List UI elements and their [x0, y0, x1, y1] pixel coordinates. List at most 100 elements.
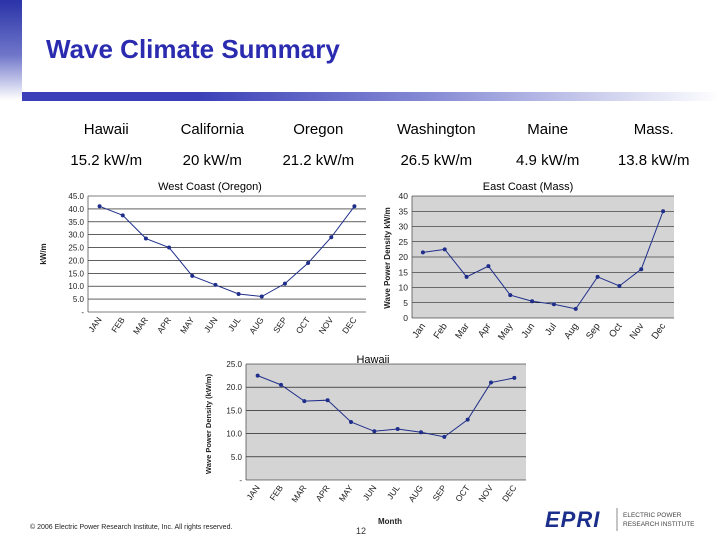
data-point — [120, 213, 125, 218]
value-cell: 20 kW/m — [182, 151, 242, 169]
data-point — [372, 429, 377, 434]
mass-chart: 0 5 10 15 20 25 30 35 40 Jan Feb Mar Apr May Jun Jul Aug… — [383, 181, 674, 342]
y-tick-label: 40 — [399, 191, 409, 201]
x-tick-label: SEP — [271, 315, 289, 335]
y-tick-label: 20.0 — [68, 256, 84, 265]
y-tick-label: 15 — [399, 267, 409, 277]
y-tick-label: 35.0 — [68, 218, 84, 227]
y-tick-label: 25.0 — [68, 244, 84, 253]
data-point — [617, 283, 622, 288]
x-tick-label: Oct — [607, 321, 625, 340]
x-tick-label: MAY — [178, 315, 197, 336]
y-tick-label: 15.0 — [226, 406, 242, 415]
x-tick-label: Jun — [519, 321, 537, 340]
x-tick-label: Sep — [584, 321, 603, 341]
data-point — [329, 235, 334, 240]
data-point — [419, 430, 423, 435]
x-tick-label: Dec — [650, 321, 669, 341]
data-point — [512, 375, 517, 380]
x-tick-label: Apr — [476, 321, 493, 339]
page-number: 12 — [356, 526, 367, 536]
x-tick-label: MAY — [337, 483, 356, 504]
data-point — [508, 293, 513, 298]
data-point — [349, 420, 353, 424]
data-point — [97, 204, 102, 209]
x-tick-label: NOV — [476, 483, 495, 504]
data-point — [167, 245, 172, 250]
y-tick-label: 5 — [403, 298, 408, 308]
x-tick-label: JAN — [244, 483, 261, 502]
data-point — [442, 434, 447, 439]
x-tick-label: MAR — [131, 315, 150, 336]
plot-area — [246, 364, 526, 480]
x-tick-label: OCT — [453, 483, 471, 503]
value-cell: 15.2 kW/m — [70, 151, 143, 169]
x-tick-label: Nov — [628, 321, 647, 341]
value-cell: 26.5 kW/m — [400, 151, 473, 169]
data-point — [661, 209, 666, 214]
header-cell: Washington — [396, 120, 476, 138]
header-cell: Oregon — [293, 120, 344, 138]
x-tick-label: APR — [155, 315, 173, 335]
summary-table: Hawaii California Oregon Washington Main… — [50, 112, 710, 174]
x-tick-label: OCT — [294, 315, 312, 335]
data-point — [595, 274, 600, 279]
x-tick-label: May — [496, 321, 515, 342]
epri-logo-line1: ELECTRIC POWER — [623, 512, 682, 519]
x-tick-label: Jul — [543, 321, 559, 337]
series-line — [422, 211, 664, 310]
x-tick-label: Jan — [410, 321, 428, 340]
x-tick-label: Aug — [562, 321, 581, 341]
y-tick-label: 35 — [399, 206, 409, 216]
header-cell: Mass. — [633, 120, 674, 138]
y-tick-label: 10.0 — [226, 430, 242, 439]
y-tick-label: 25 — [399, 237, 409, 247]
data-point — [190, 273, 195, 278]
series-line — [257, 375, 515, 438]
epri-logo-line2: RESEARCH INSTITUTE — [623, 521, 695, 528]
oregon-chart: - 5.0 10.0 15.0 20.0 25.0 30.0 35.0 40.0 45.0 JAN F… — [39, 181, 366, 336]
data-point — [213, 282, 218, 287]
x-tick-label: AUG — [247, 315, 266, 336]
hawaii-chart: - 5.0 10.0 15.0 20.0 25.0 JAN FEB MAR APR MAY JUN JU… — [204, 354, 526, 526]
x-tick-label: JUN — [361, 483, 379, 502]
y-tick-label: 25.0 — [226, 360, 242, 369]
data-point — [530, 299, 535, 304]
x-tick-label: MAR — [289, 483, 308, 504]
plot-area — [88, 196, 366, 312]
x-tick-label: SEP — [430, 483, 448, 503]
data-point — [259, 294, 264, 299]
header-cell: Hawaii — [83, 120, 129, 138]
data-point — [306, 261, 311, 266]
summary-header-row: Hawaii California Oregon Washington Main… — [50, 112, 710, 146]
header-cell: Maine — [527, 120, 569, 138]
x-tick-label: APR — [314, 483, 332, 503]
data-point — [489, 380, 493, 385]
chart-title: West Coast (Oregon) — [158, 181, 262, 193]
data-point — [551, 302, 556, 307]
x-tick-label: AUG — [406, 483, 425, 504]
data-point — [352, 204, 357, 209]
slide-title: Wave Climate Summary — [46, 34, 340, 64]
data-point — [325, 398, 330, 403]
x-tick-label: JUL — [385, 483, 402, 501]
data-point — [464, 274, 469, 279]
x-axis-label: Month — [378, 517, 402, 526]
y-tick-label: 10 — [399, 283, 409, 293]
x-tick-label: DEC — [500, 483, 518, 503]
y-tick-label: 10.0 — [68, 282, 84, 291]
y-tick-label: 30 — [399, 222, 409, 232]
x-tick-label: FEB — [267, 483, 285, 503]
y-tick-label: 20 — [399, 252, 409, 262]
y-tick-label: 0 — [403, 313, 408, 323]
copyright-footer: © 2006 Electric Power Research Institute… — [30, 524, 233, 531]
y-tick-label: 45.0 — [68, 192, 84, 201]
y-tick-label: 15.0 — [68, 269, 84, 278]
epri-logo: EPRI ELECTRIC POWER RESEARCH INSTITUTE — [545, 507, 695, 532]
y-tick-label: 5.0 — [231, 453, 243, 462]
x-tick-label: NOV — [317, 315, 336, 336]
x-tick-label: Mar — [453, 321, 471, 341]
data-point — [282, 281, 287, 286]
y-tick-label: 30.0 — [68, 231, 84, 240]
data-point — [255, 373, 260, 378]
